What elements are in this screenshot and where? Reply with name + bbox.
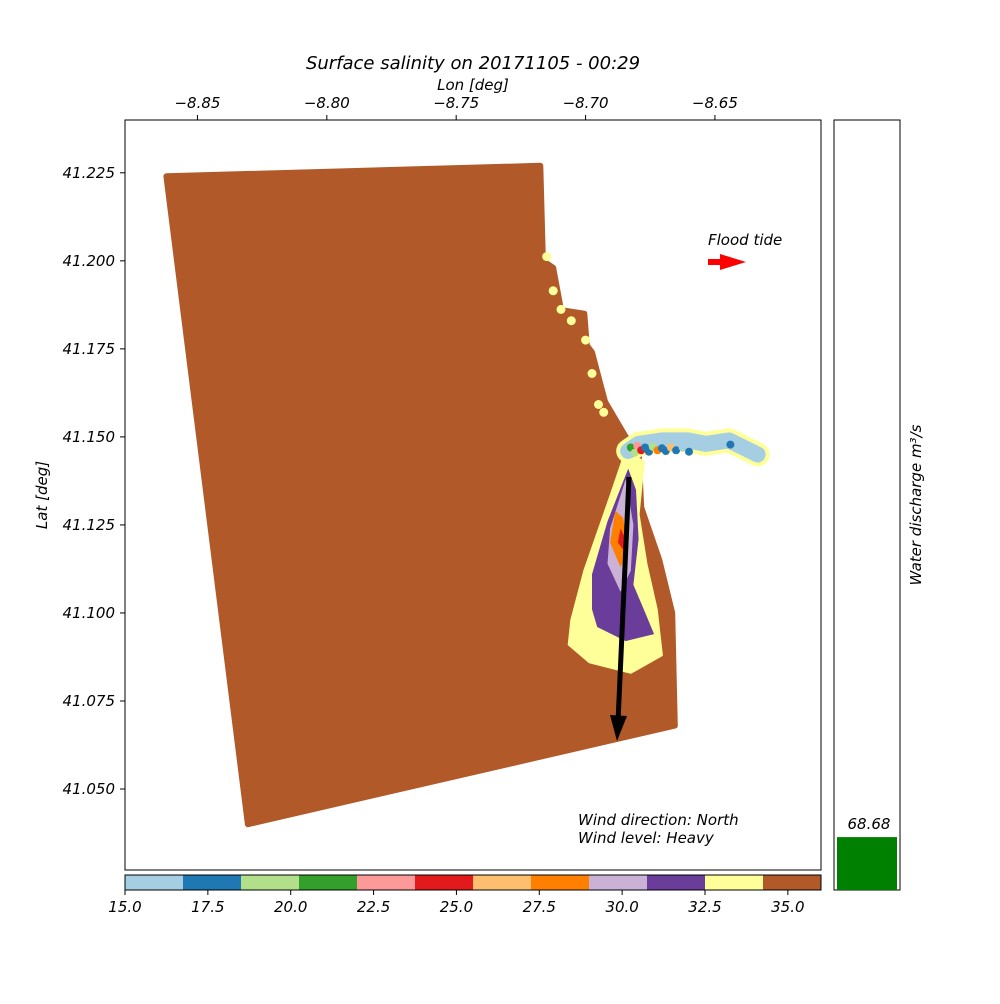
colorbar-bins [125,875,822,890]
colorbar-bin-0 [125,875,184,890]
y-tick-label: 41.125 [63,516,116,534]
colorbar-bin-8 [589,875,648,890]
ocean-salinity-region [163,162,678,828]
colorbar-tick-label: 35.0 [771,898,804,916]
river-mouth-patch-12 [678,443,687,452]
colorbar-bin-1 [183,875,242,890]
discharge-panel: 68.68 Water discharge m³/s [833,119,925,891]
x-tick-label: −8.85 [174,94,220,112]
colorbar-tick-label: 20.0 [274,898,307,916]
colorbar-bin-5 [415,875,474,890]
colorbar-bin-4 [357,875,416,890]
y-tick-label: 41.175 [63,340,116,358]
flood-tide-label: Flood tide [708,231,782,249]
discharge-axis-label: Water discharge m³/s [907,424,925,585]
river-mouth-patch-13 [685,447,693,456]
salinity-map [163,162,770,828]
river-mouth-patch-14 [726,440,735,449]
x-axis-ticks: −8.85 −8.80 −8.75 −8.70 −8.65 [174,94,738,120]
colorbar-tick-label: 25.0 [440,898,473,916]
coastal-bead-4 [581,335,591,345]
colorbar-ticks: 15.0 17.5 20.0 22.5 25.0 27.5 30.0 32.5 35.0 [108,890,805,916]
colorbar-bin-7 [531,875,590,890]
x-tick-label: −8.80 [304,94,350,112]
x-tick-label: −8.70 [563,94,609,112]
colorbar-bin-10 [705,875,764,890]
colorbar-bin-2 [241,875,300,890]
colorbar-bin-11 [763,875,822,890]
wind-level-label: Wind level: Heavy [578,829,715,847]
y-tick-label: 41.200 [63,252,116,270]
coastal-bead-6 [594,400,603,409]
river-mouth-patch-1 [630,448,639,457]
colorbar-bin-9 [647,875,706,890]
y-tick-label: 41.225 [63,164,116,182]
wind-direction-label: Wind direction: North [578,811,739,829]
y-tick-label: 41.100 [63,604,116,622]
x-tick-label: −8.65 [692,94,738,112]
colorbar-bin-6 [473,875,532,890]
flood-tide-arrow-head [720,254,746,270]
discharge-frame [833,119,901,891]
coastal-bead-7 [599,407,609,417]
coastal-bead-2 [556,304,566,314]
flood-tide-arrow [708,254,746,270]
wind-arrow [610,476,632,741]
colorbar-tick-label: 32.5 [688,898,721,916]
y-axis-label: Lat [deg] [33,461,51,529]
colorbar-tick-label: 15.0 [108,898,141,916]
discharge-value-label: 68.68 [848,815,891,833]
colorbar-tick-label: 27.5 [523,898,556,916]
coastal-bead-5 [587,369,597,378]
map-plot-area: −8.85 −8.80 −8.75 −8.70 −8.65 41.05041.07541… [63,94,822,871]
coastal-bead-1 [548,286,558,296]
y-tick-label: 41.075 [63,692,116,710]
x-axis-label: Lon [deg] [437,76,509,94]
wind-arrow-shaft [615,476,632,723]
plot-frame [124,119,822,871]
wind-arrow-head [610,715,627,741]
coastal-bead-0 [542,252,552,262]
colorbar-tick-label: 22.5 [357,898,390,916]
colorbar-frame [124,874,822,891]
y-tick-label: 41.050 [63,780,116,798]
colorbar-bin-3 [299,875,358,890]
colorbar-tick-label: 17.5 [191,898,224,916]
flood-tide-arrow-shaft [708,259,724,265]
y-axis-ticks: 41.050 41.075 41.100 41.125 41.150 41.175 41.2… [63,164,125,798]
x-tick-label: −8.75 [433,94,479,112]
y-tick-label: 41.150 [63,428,116,446]
salinity-colorbar: 15.0 17.5 20.0 22.5 25.0 27.5 30.0 32.5 35.0 [108,874,822,916]
discharge-bar [837,837,897,890]
coastal-bead-3 [566,316,576,326]
chart-title: Surface salinity on 20171105 - 00:29 [306,53,640,74]
colorbar-tick-label: 30.0 [605,898,638,916]
river-mouth-patch-11 [672,446,681,455]
